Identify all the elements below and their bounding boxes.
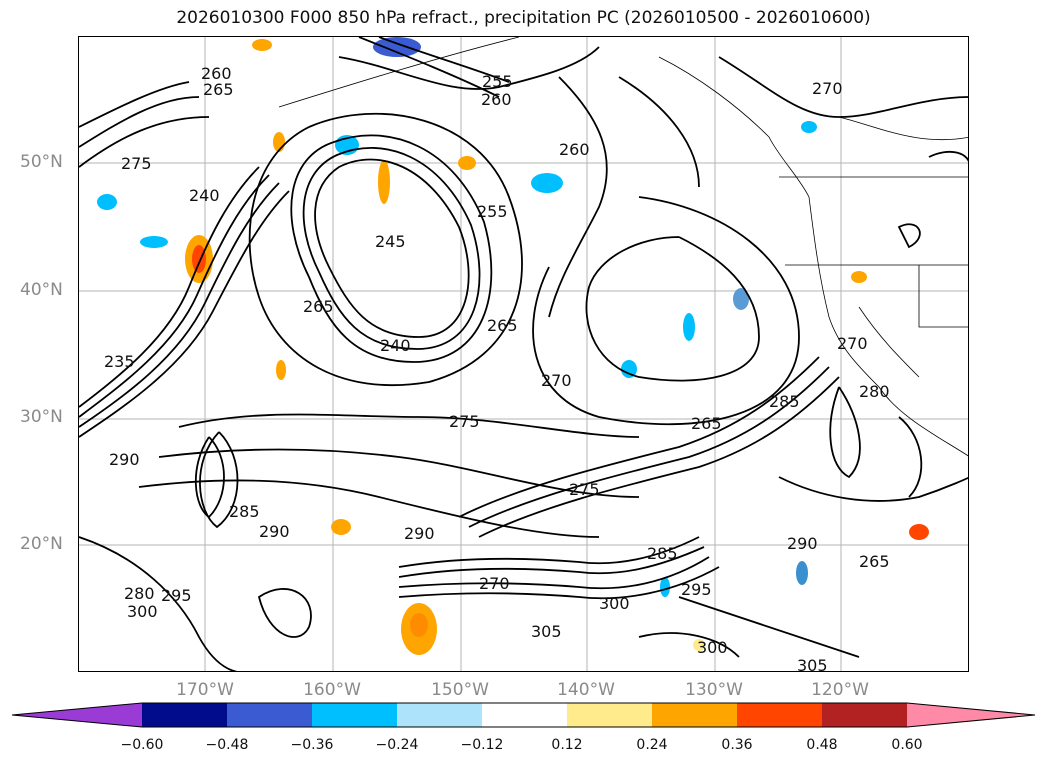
colorbar-bin — [482, 703, 567, 727]
colorbar-bin — [227, 703, 312, 727]
contour-label: 265 — [487, 316, 518, 335]
lon-label: 170°W — [176, 680, 234, 700]
colorbar-bin — [312, 703, 397, 727]
lat-label: 50°N — [20, 152, 63, 172]
contour-label: 270 — [837, 334, 868, 353]
lon-label: 130°W — [685, 680, 743, 700]
colorbar-bin — [652, 703, 737, 727]
contour-label: 280 — [124, 584, 155, 603]
contour-label: 240 — [189, 186, 220, 205]
contour-label: 300 — [127, 602, 158, 621]
colorbar-tick: 0.12 — [551, 737, 583, 753]
lon-label: 120°W — [811, 680, 869, 700]
contour-label: 305 — [531, 622, 562, 641]
colorbar-tick: 0.24 — [636, 737, 668, 753]
contour-label: 260 — [481, 90, 512, 109]
colorbar-tick: 0.60 — [891, 737, 923, 753]
lon-label: 150°W — [431, 680, 489, 700]
contour-label: 245 — [375, 232, 406, 251]
contour-label: 255 — [482, 72, 513, 91]
colorbar-bin — [737, 703, 822, 727]
lat-label: 30°N — [20, 407, 63, 427]
contour-label: 265 — [303, 297, 334, 316]
contour-label: 285 — [769, 392, 800, 411]
colorbar-outline — [11, 702, 1036, 728]
colorbar-tick: 0.36 — [721, 737, 753, 753]
contour-label: 275 — [449, 412, 480, 431]
colorbar-bin — [567, 703, 652, 727]
contour-labels: 260 265 255 260 270 275 260 240 245 255 … — [104, 64, 890, 672]
contour-label: 235 — [104, 352, 135, 371]
colorbar-extend-high — [907, 703, 1035, 727]
contour-label: 270 — [541, 371, 572, 390]
lat-label: 20°N — [20, 534, 63, 554]
colorbar-bin — [822, 703, 907, 727]
contour-label: 290 — [404, 524, 435, 543]
contour-label: 260 — [201, 64, 232, 83]
contour-label: 290 — [109, 450, 140, 469]
contour-label: 295 — [681, 580, 712, 599]
colorbar — [11, 702, 1036, 728]
contour-label: 285 — [647, 544, 678, 563]
colorbar-tick: −0.48 — [205, 737, 249, 753]
contour-label: 270 — [479, 574, 510, 593]
contour-map: 260 265 255 260 270 275 260 240 245 255 … — [79, 37, 968, 672]
contour-label: 265 — [691, 414, 722, 433]
map-title: 2026010300 F000 850 hPa refract., precip… — [176, 8, 871, 28]
contour-label: 240 — [380, 336, 411, 355]
contour-label: 300 — [697, 638, 728, 657]
colorbar-bin — [142, 703, 227, 727]
colorbar-bin — [397, 703, 482, 727]
coastlines — [278, 37, 968, 457]
colorbar-tick: −0.60 — [120, 737, 164, 753]
map-panel: 260 265 255 260 270 275 260 240 245 255 … — [78, 36, 969, 672]
contour-label: 305 — [797, 656, 828, 672]
lon-label: 140°W — [557, 680, 615, 700]
contour-label: 295 — [161, 586, 192, 605]
graticule — [79, 37, 968, 671]
contour-label: 300 — [599, 594, 630, 613]
contour-label: 285 — [229, 502, 260, 521]
lon-label: 160°W — [303, 680, 361, 700]
contour-label: 255 — [477, 202, 508, 221]
contour-label: 290 — [787, 534, 818, 553]
contour-label: 290 — [259, 522, 290, 541]
contour-label: 275 — [569, 480, 600, 499]
colorbar-extend-low — [12, 703, 142, 727]
refractivity-contours — [79, 37, 968, 671]
contour-label: 265 — [203, 80, 234, 99]
colorbar-tick: −0.12 — [460, 737, 504, 753]
lat-label: 40°N — [20, 280, 63, 300]
colorbar-tick: −0.36 — [290, 737, 334, 753]
contour-label: 270 — [812, 79, 843, 98]
colorbar-tick: 0.48 — [806, 737, 838, 753]
colorbar-tick: −0.24 — [375, 737, 419, 753]
contour-label: 260 — [559, 140, 590, 159]
precip-shading — [97, 37, 929, 655]
contour-label: 280 — [859, 382, 890, 401]
contour-label: 265 — [859, 552, 890, 571]
contour-label: 275 — [121, 154, 152, 173]
